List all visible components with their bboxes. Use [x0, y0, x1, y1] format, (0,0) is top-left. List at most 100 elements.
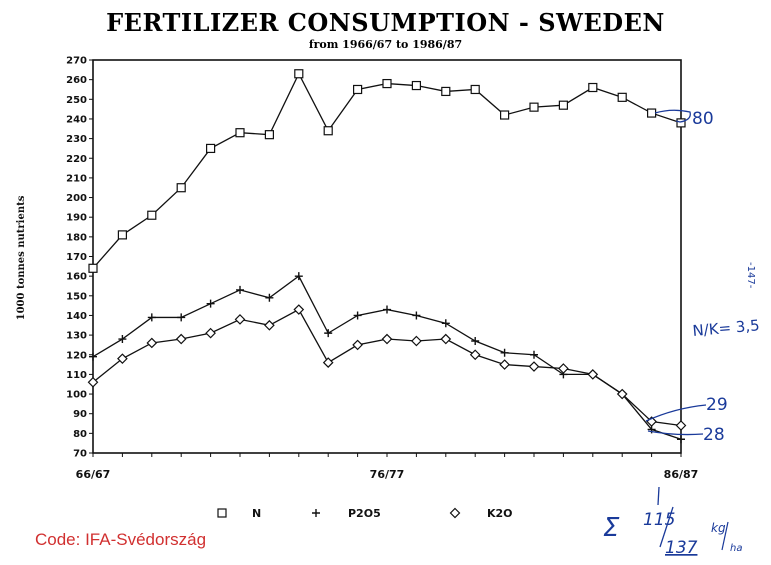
series-n-point	[500, 110, 510, 120]
y-tick-label: 270	[66, 56, 87, 67]
y-tick-label: 250	[66, 95, 87, 106]
plot-frame	[92, 59, 682, 454]
y-tick-label: 80	[73, 429, 87, 440]
series-n-point	[382, 78, 392, 89]
series-p2o5-point	[412, 311, 421, 320]
y-tick-label: 160	[66, 272, 87, 283]
series-n-point	[411, 80, 421, 91]
series-n-point	[470, 84, 480, 95]
series-p2o5-point	[236, 285, 244, 294]
series-n-line	[92, 72, 682, 269]
series-p2o5-point	[677, 435, 685, 444]
y-tick-label: 210	[66, 173, 87, 184]
chart-series	[87, 69, 687, 444]
handwritten-annotations: 80 N/K= 3,5 -147- 29 28 Σ 115 137 kg ha	[603, 109, 760, 558]
y-tick-label: 220	[66, 154, 87, 165]
p-end-pointer	[647, 430, 704, 436]
series-k2o-point	[411, 335, 422, 347]
series-n	[88, 69, 686, 273]
series-n-point	[176, 183, 186, 193]
series-n-point	[441, 86, 451, 97]
series-k2o-point	[469, 349, 481, 361]
series-p2o5-point	[294, 272, 303, 281]
y-tick-label: 190	[66, 213, 87, 224]
series-p2o5-point	[89, 352, 97, 361]
y-tick-label: 180	[66, 232, 87, 243]
chart-title: FERTILIZER CONSUMPTION - SWEDEN	[106, 8, 665, 37]
series-p2o5-point	[500, 348, 509, 357]
series-k2o-point	[352, 339, 363, 351]
series-n-point	[529, 102, 539, 112]
sum-bottom-value: 137	[665, 538, 698, 558]
k-end-pointer	[645, 404, 707, 422]
series-n-point	[558, 100, 569, 110]
legend-k2o-label: K2O	[487, 507, 513, 520]
series-n-point	[264, 130, 274, 140]
series-n-point	[323, 126, 333, 136]
series-p2o5-point	[324, 329, 333, 338]
page-mark: -147-	[745, 262, 756, 289]
series-p2o5-point	[147, 313, 156, 322]
sum-fraction-bar	[659, 506, 674, 548]
series-n-point	[676, 118, 686, 128]
series-k2o-point	[175, 333, 187, 345]
chart-subtitle: from 1966/67 to 1986/87	[308, 38, 463, 51]
series-n-point	[206, 143, 216, 154]
series-p2o5-point	[471, 336, 480, 345]
legend-p2o5-marker	[312, 509, 320, 517]
legend-p2o5-label: P2O5	[348, 507, 381, 520]
series-k2o-point	[558, 363, 569, 374]
y-tick-label: 170	[66, 252, 87, 263]
y-tick-label: 100	[66, 390, 87, 401]
y-tick-label: 90	[73, 409, 87, 420]
y-tick-label: 130	[66, 331, 87, 342]
series-p2o5-point	[353, 311, 362, 320]
y-tick-label: 120	[66, 350, 87, 361]
series-n-point	[646, 108, 657, 118]
sum-symbol: Σ	[603, 513, 620, 543]
series-k2o-point	[117, 353, 128, 365]
n-end-pointer	[654, 109, 691, 123]
series-n-point	[617, 92, 627, 102]
series-n-point	[88, 263, 98, 273]
y-axis-label: 1000 tonnes nutrients	[16, 195, 27, 320]
series-p2o5-point	[265, 293, 274, 302]
units-ha: ha	[730, 543, 742, 554]
x-tick-label: 76/77	[370, 468, 405, 481]
y-axis-ticks: 70 80 90 100 110 120 130 140 150 160 170 180 190 200 2…	[66, 56, 93, 460]
series-k2o-point	[440, 333, 452, 345]
series-n-point	[147, 210, 157, 220]
k-end-annotation: 29	[706, 395, 728, 415]
series-n-point	[588, 82, 598, 93]
series-n-point	[117, 230, 128, 240]
y-tick-label: 260	[66, 75, 87, 86]
n-end-annotation: 80	[692, 109, 714, 129]
y-tick-label: 70	[73, 449, 87, 460]
series-p2o5-point	[441, 319, 450, 328]
ratio-annotation: N/K= 3,5	[692, 316, 761, 340]
x-axis-ticks: 66/67 76/77 86/87	[76, 453, 699, 481]
series-k2o-point	[264, 319, 275, 331]
series-k2o-point	[587, 369, 599, 380]
series-k2o-point	[616, 388, 628, 400]
series-p2o5-point	[206, 299, 215, 308]
series-k2o-point	[146, 337, 158, 349]
series-n-point	[235, 128, 245, 138]
series-n-point	[294, 69, 304, 79]
chart-legend: N P2O5 K2O	[217, 507, 513, 520]
y-tick-label: 110	[66, 370, 87, 381]
units-kg: kg	[711, 521, 726, 535]
y-tick-label: 150	[66, 291, 87, 302]
series-p2o5-point	[530, 350, 538, 359]
source-code-label: Code: IFA-Svédország	[35, 530, 207, 549]
series-k2o-point	[322, 357, 334, 368]
legend-n-label: N	[252, 507, 261, 520]
y-tick-label: 230	[66, 134, 87, 145]
series-k2o-point	[293, 304, 305, 315]
y-tick-label: 240	[66, 114, 87, 125]
series-p2o5-point	[177, 313, 186, 322]
series-k2o	[87, 304, 687, 431]
series-p2o5-point	[118, 335, 127, 344]
series-p2o5	[89, 272, 685, 444]
x-tick-label: 86/87	[664, 468, 699, 481]
